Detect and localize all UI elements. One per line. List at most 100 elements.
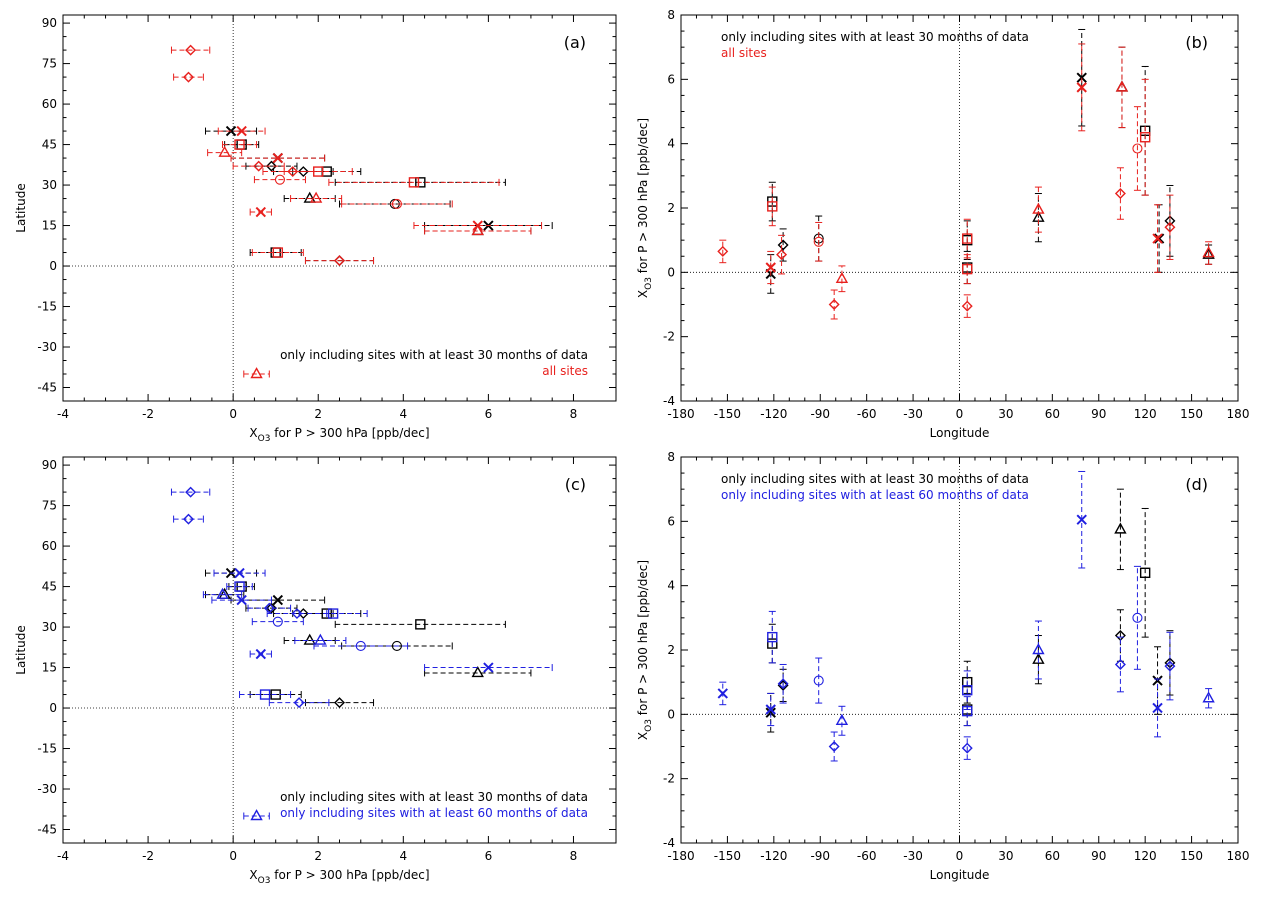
panel-b: -180 -150 -120 -90 -60 -30 0 30 60 90 120 150 180-4-…	[636, 8, 1249, 440]
diamond-marker	[293, 697, 305, 709]
triangle-marker	[471, 224, 484, 236]
x-axis-label: XO3 for P > 300 hPa [ppb/dec]	[249, 426, 429, 444]
x-tick-label: -120	[760, 407, 787, 421]
y-axis-label-symbol: X	[636, 732, 650, 740]
y-tick-label: -4	[663, 394, 675, 408]
x-tick-label: -150	[714, 849, 741, 863]
triangle-marker	[216, 587, 229, 599]
y-tick-label: -45	[37, 823, 57, 837]
panel-d: -180 -150 -120 -90 -60 -30 0 30 60 90 120 150 180-4-…	[636, 450, 1249, 882]
legend-entry: all sites	[721, 46, 767, 60]
y-axis-label: XO3 for P > 300 hPa [ppb/dec]	[636, 560, 654, 740]
y-tick-label: 90	[42, 16, 57, 30]
panel-a: -4 -2 0 2 4 6 8 90 75 60 45 30 15 0 -15 -30 -45 XO3 for P…	[14, 14, 617, 444]
y-tick-label: 8	[667, 8, 675, 22]
y-tick-label: 2	[667, 643, 675, 657]
x-tick-label: 0	[956, 849, 964, 863]
y-tick-label: 30	[42, 620, 57, 634]
triangle-marker	[1114, 522, 1127, 534]
diamond-marker	[185, 486, 197, 498]
y-axis-label-text: for P > 300 hPa [ppb/dec]	[636, 118, 650, 277]
triangle-marker	[835, 713, 849, 725]
square-marker	[1139, 132, 1151, 143]
diamond-marker	[717, 245, 729, 257]
x-tick-label: 4	[399, 849, 407, 863]
x-tick-label: 30	[998, 849, 1013, 863]
series-1	[205, 567, 532, 709]
y-tick-label: 60	[42, 539, 57, 553]
square-marker	[259, 689, 271, 700]
x-tick-label: 60	[1045, 849, 1060, 863]
legend-entry: all sites	[542, 364, 588, 378]
circle-marker	[274, 174, 285, 185]
x-tick-label: -120	[760, 849, 787, 863]
x-marker	[234, 567, 245, 579]
x-tick-label: -30	[903, 407, 923, 421]
x-axis-label-subscript: O3	[258, 434, 271, 444]
triangle-marker	[835, 271, 849, 283]
diamond-marker	[1164, 221, 1176, 233]
x-tick-label: -90	[810, 407, 830, 421]
x-marker	[236, 594, 247, 606]
x-marker	[255, 648, 267, 660]
panel-c: -4 -2 0 2 4 6 8 90 75 60 45 30 15 0 -15 -30 -45 XO3 for P…	[14, 456, 617, 886]
plot-frame-c	[62, 456, 617, 844]
y-tick-label: 0	[49, 701, 57, 715]
triangle-marker	[1032, 202, 1045, 214]
x-tick-label: 2	[314, 407, 322, 421]
x-axis-label-symbol: X	[249, 868, 257, 882]
y-axis-label-subscript: O3	[644, 277, 654, 290]
x-marker	[1076, 72, 1087, 83]
y-axis-label: Latitude	[14, 625, 28, 674]
x-axis-label-text: for P > 300 hPa [ppb/dec]	[270, 426, 429, 440]
y-tick-label: 0	[49, 259, 57, 273]
y-tick-label: 15	[42, 219, 57, 233]
square-marker	[327, 608, 339, 619]
square-marker	[962, 233, 973, 244]
triangle-marker	[218, 145, 231, 157]
y-tick-label: 4	[667, 579, 675, 593]
y-tick-label: 15	[42, 661, 57, 675]
square-marker	[962, 705, 973, 717]
circle-marker	[813, 675, 824, 686]
diamond-marker	[253, 160, 265, 172]
legend-entry: only including sites with at least 30 mo…	[721, 30, 1029, 44]
square-marker	[415, 177, 426, 188]
panel-label: (a)	[564, 33, 586, 52]
diamond-marker	[961, 300, 973, 312]
diamond-marker	[287, 166, 299, 178]
circle-marker	[391, 640, 402, 652]
diamond-marker	[334, 697, 345, 709]
x-axis-label: Longitude	[930, 426, 990, 440]
x-tick-label: 8	[570, 849, 578, 863]
diamond-marker	[1164, 660, 1176, 672]
x-marker	[1076, 514, 1087, 525]
diamond-marker	[776, 249, 788, 261]
diamond-marker	[828, 299, 840, 310]
triangle-marker	[1202, 247, 1215, 259]
square-marker	[234, 139, 245, 150]
square-marker	[767, 631, 778, 643]
x-tick-label: 8	[570, 407, 578, 421]
x-tick-label: -60	[857, 849, 877, 863]
x-axis-label: Longitude	[930, 868, 990, 882]
legend-entry: only including sites with at least 30 mo…	[280, 790, 588, 804]
series-1	[765, 488, 1176, 733]
triangle-marker	[250, 367, 263, 379]
y-tick-label: -45	[37, 381, 57, 395]
y-tick-label: 75	[42, 499, 57, 513]
diamond-marker	[265, 602, 277, 614]
y-tick-label: -30	[37, 340, 57, 354]
circle-marker	[355, 640, 366, 652]
triangle-marker	[250, 809, 263, 821]
x-tick-label: 180	[1227, 849, 1250, 863]
legend-entry: only including sites with at least 30 mo…	[280, 348, 588, 362]
series-2	[170, 44, 543, 379]
triangle-marker	[471, 666, 484, 678]
y-tick-label: -30	[37, 782, 57, 796]
x-tick-label: 150	[1180, 407, 1203, 421]
y-tick-label: -15	[37, 300, 57, 314]
diamond-marker	[182, 513, 194, 525]
x-tick-label: -150	[714, 407, 741, 421]
x-marker	[272, 152, 284, 164]
